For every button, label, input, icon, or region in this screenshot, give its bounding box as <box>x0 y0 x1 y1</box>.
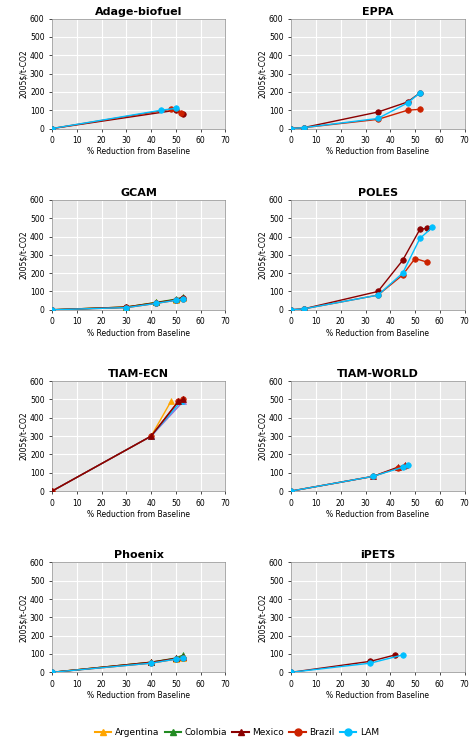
X-axis label: % Reduction from Baseline: % Reduction from Baseline <box>87 691 190 700</box>
X-axis label: % Reduction from Baseline: % Reduction from Baseline <box>327 147 429 156</box>
Y-axis label: 2005$/t-CO2: 2005$/t-CO2 <box>258 593 267 642</box>
X-axis label: % Reduction from Baseline: % Reduction from Baseline <box>87 147 190 156</box>
Title: iPETS: iPETS <box>360 551 395 560</box>
Title: POLES: POLES <box>358 187 398 198</box>
Title: EPPA: EPPA <box>362 7 393 16</box>
Y-axis label: 2005$/t-CO2: 2005$/t-CO2 <box>258 231 267 279</box>
Y-axis label: 2005$/t-CO2: 2005$/t-CO2 <box>19 49 28 98</box>
Title: Adage-biofuel: Adage-biofuel <box>95 7 182 16</box>
Y-axis label: 2005$/t-CO2: 2005$/t-CO2 <box>19 593 28 642</box>
X-axis label: % Reduction from Baseline: % Reduction from Baseline <box>87 509 190 518</box>
Title: Phoenix: Phoenix <box>114 551 164 560</box>
X-axis label: % Reduction from Baseline: % Reduction from Baseline <box>327 691 429 700</box>
Title: TIAM-ECN: TIAM-ECN <box>108 369 169 379</box>
X-axis label: % Reduction from Baseline: % Reduction from Baseline <box>327 509 429 518</box>
X-axis label: % Reduction from Baseline: % Reduction from Baseline <box>87 329 190 338</box>
Y-axis label: 2005$/t-CO2: 2005$/t-CO2 <box>258 412 267 460</box>
Y-axis label: 2005$/t-CO2: 2005$/t-CO2 <box>19 412 28 460</box>
Legend: Argentina, Colombia, Mexico, Brazil, LAM: Argentina, Colombia, Mexico, Brazil, LAM <box>91 725 383 741</box>
X-axis label: % Reduction from Baseline: % Reduction from Baseline <box>327 329 429 338</box>
Y-axis label: 2005$/t-CO2: 2005$/t-CO2 <box>19 231 28 279</box>
Y-axis label: 2005$/t-CO2: 2005$/t-CO2 <box>258 49 267 98</box>
Title: GCAM: GCAM <box>120 187 157 198</box>
Title: TIAM-WORLD: TIAM-WORLD <box>337 369 419 379</box>
